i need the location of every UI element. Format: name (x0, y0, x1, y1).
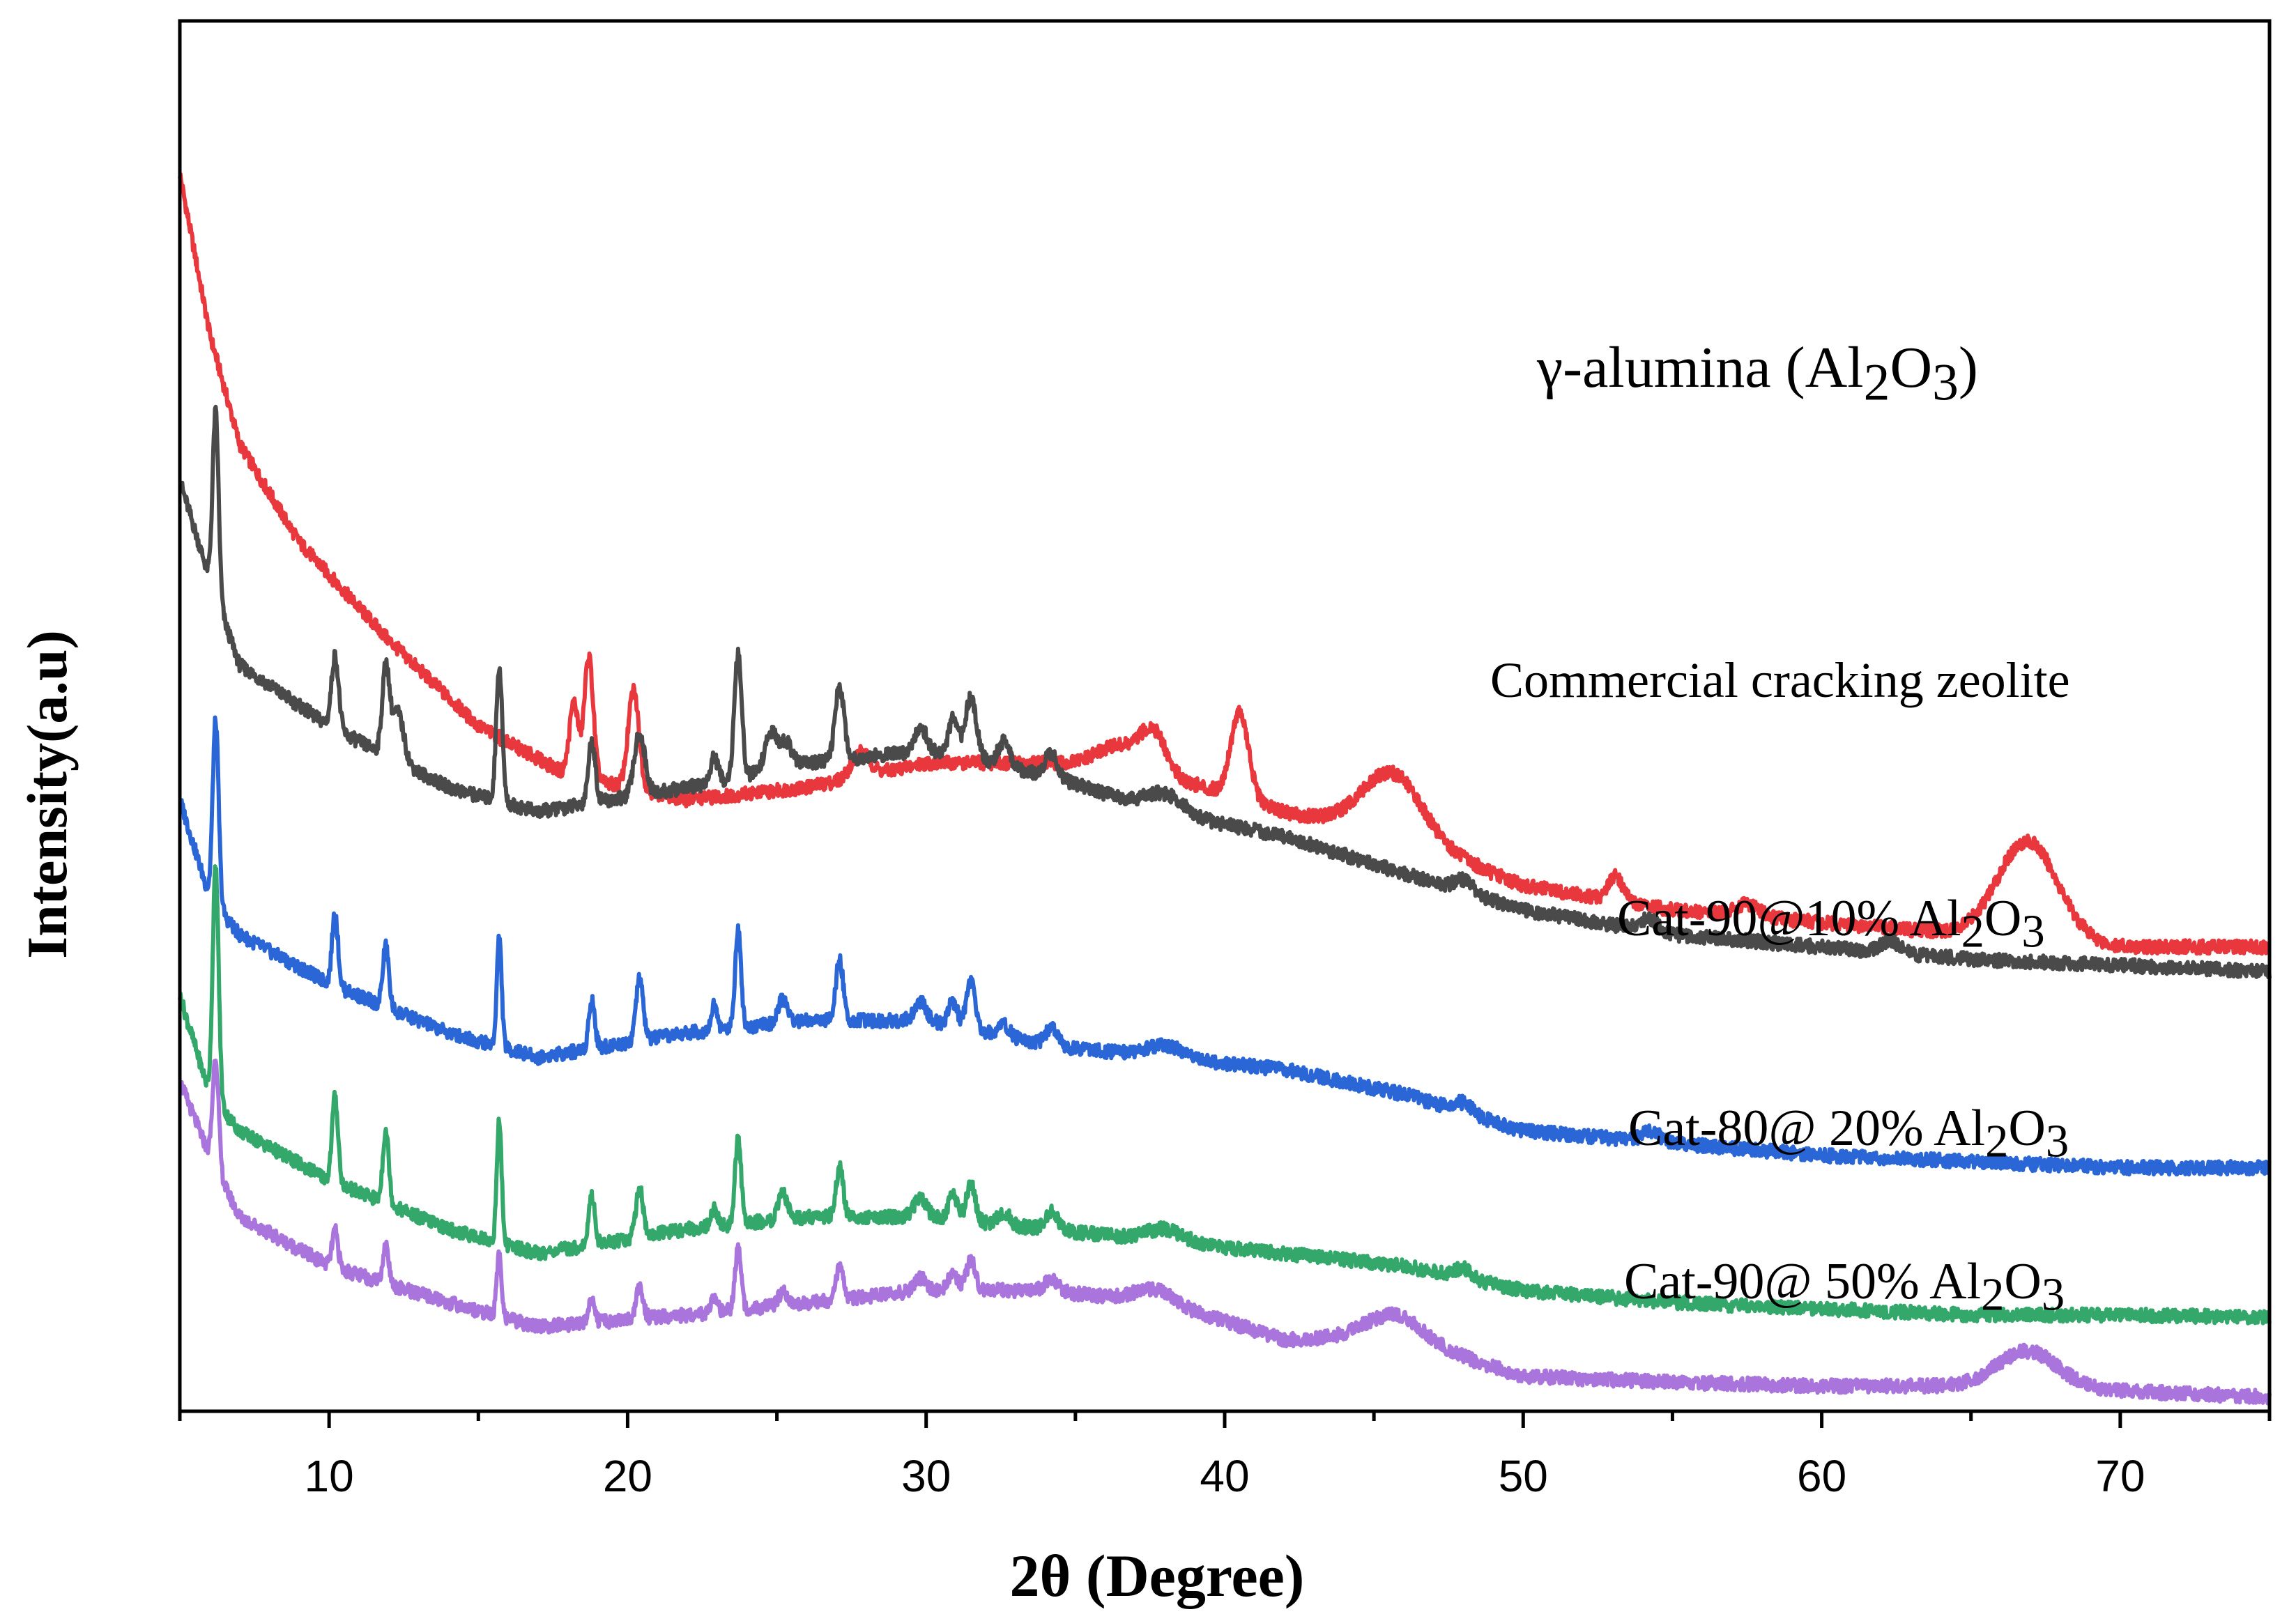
series-label-part: 3 (2042, 1269, 2065, 1320)
series-line-5 (178, 1059, 2272, 1406)
series-label-part: O (1984, 890, 2021, 947)
series-label-part: 3 (2046, 1116, 2069, 1167)
x-tick-label: 30 (901, 1451, 951, 1501)
x-tick-label: 70 (2095, 1451, 2145, 1501)
series-label-part: O (2004, 1253, 2041, 1310)
series-label-5: Cat-90@ 50% Al2O3 (1624, 1253, 2065, 1320)
series-label-part: Commercial cracking zeolite (1490, 652, 2070, 708)
series-label-part: 3 (1932, 353, 1959, 411)
series-label-part: γ-alumina (Al (1536, 335, 1864, 400)
series-line-4 (178, 864, 2272, 1326)
series-label-part: 2 (1864, 353, 1890, 411)
x-tick-label: 10 (305, 1451, 354, 1501)
series-label-part: Cat-90@10% Al (1617, 890, 1961, 947)
series-label-4: Cat-80@ 20% Al2O3 (1628, 1100, 2069, 1167)
x-tick-label: 50 (1499, 1451, 1548, 1501)
series-label-part: Cat-90@ 50% Al (1624, 1253, 1981, 1310)
series-label-part: ) (1959, 335, 1978, 400)
series-label-part: 3 (2021, 906, 2044, 957)
series-label-part: 2 (1981, 1269, 2004, 1320)
x-tick-label: 20 (603, 1451, 652, 1501)
x-axis: 10 20 30 40 50 60 70 (178, 1411, 2272, 1501)
series-label-2: Commercial cracking zeolite (1490, 652, 2070, 708)
series-line-2 (178, 404, 2272, 980)
x-tick-label: 60 (1797, 1451, 1846, 1501)
series-label-part: O (1890, 335, 1932, 400)
series-line-3 (178, 715, 2272, 1177)
series-line-1 (178, 171, 2272, 956)
x-tick-label: 40 (1200, 1451, 1249, 1501)
series-layer (178, 171, 2272, 1406)
series-label-part: 2 (1985, 1116, 2008, 1167)
x-axis-title: 2θ (Degree) (1010, 1542, 1305, 1609)
y-axis-title: Intensity(a.u) (15, 630, 79, 959)
series-label-1: γ-alumina (Al2O3) (1536, 335, 1978, 411)
series-labels: γ-alumina (Al2O3)Commercial cracking zeo… (1490, 335, 2070, 1320)
series-label-3: Cat-90@10% Al2O3 (1617, 890, 2045, 957)
series-label-part: O (2008, 1100, 2045, 1157)
series-label-part: Cat-80@ 20% Al (1628, 1100, 1985, 1157)
series-label-part: 2 (1961, 906, 1984, 957)
